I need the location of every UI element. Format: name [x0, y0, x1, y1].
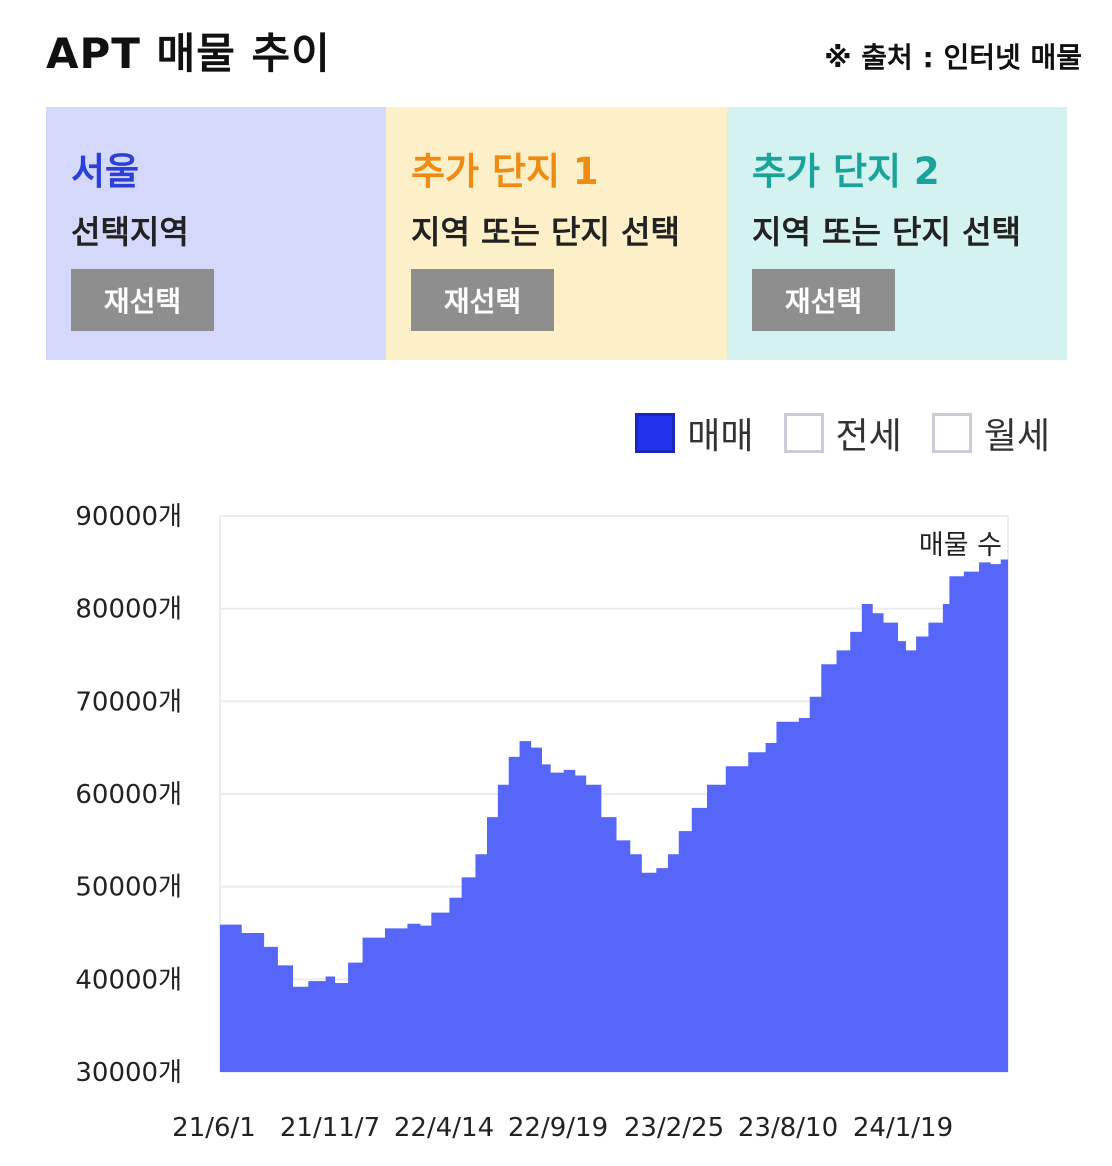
reselect-button[interactable]: 재선택 — [71, 269, 214, 331]
panel-name: 추가 단지 1 — [411, 150, 599, 193]
area-series — [220, 559, 1008, 1072]
y-tick-label: 80000개 — [75, 595, 182, 625]
selection-panels: 서울 선택지역 재선택 추가 단지 1 지역 또는 단지 선택 재선택 추가 단… — [46, 107, 1067, 360]
listing-trend-chart: 90000개 80000개 70000개 60000개 50000개 40000개 3000… — [75, 502, 1009, 1143]
legend-label: 월세 — [983, 416, 1050, 457]
y-tick-label: 70000개 — [75, 687, 182, 717]
panel-name: 서울 — [71, 150, 140, 193]
panel-seoul: 서울 선택지역 재선택 — [46, 107, 386, 360]
x-axis: 21/6/1 21/11/7 22/4/14 22/9/19 23/2/25 23/8/1… — [172, 1113, 953, 1143]
panel-subtitle: 선택지역 — [71, 213, 189, 251]
x-tick-label: 24/1/19 — [853, 1113, 953, 1143]
source-note: ※ 출처 : 인터넷 매물 — [824, 41, 1082, 74]
panel-name: 추가 단지 2 — [752, 150, 940, 193]
x-tick-label: 21/6/1 — [172, 1113, 256, 1143]
panel-subtitle: 지역 또는 단지 선택 — [411, 213, 680, 251]
x-tick-label: 22/9/19 — [508, 1113, 608, 1143]
y-axis: 90000개 80000개 70000개 60000개 50000개 40000개 3000… — [75, 502, 182, 1088]
x-tick-label: 22/4/14 — [394, 1113, 494, 1143]
y-tick-label: 50000개 — [75, 873, 182, 903]
y-tick-label: 30000개 — [75, 1058, 182, 1088]
y-tick-label: 60000개 — [75, 780, 182, 810]
panel-extra-2: 추가 단지 2 지역 또는 단지 선택 재선택 — [727, 107, 1067, 360]
checkbox-icon[interactable] — [931, 413, 972, 453]
x-tick-label: 23/2/25 — [624, 1113, 724, 1143]
legend-monthly[interactable]: 월세 — [931, 407, 1050, 459]
reselect-button[interactable]: 재선택 — [411, 269, 554, 331]
reselect-button[interactable]: 재선택 — [752, 269, 895, 331]
page-title: APT 매물 추이 — [46, 29, 331, 78]
y-tick-label: 40000개 — [75, 965, 182, 995]
checkbox-icon[interactable] — [783, 413, 824, 453]
panel-subtitle: 지역 또는 단지 선택 — [752, 213, 1021, 251]
y-tick-label: 90000개 — [75, 502, 182, 532]
panel-extra-1: 추가 단지 1 지역 또는 단지 선택 재선택 — [386, 107, 727, 360]
checkbox-icon[interactable] — [635, 413, 676, 453]
legend-label: 매매 — [687, 416, 754, 457]
legend-sale[interactable]: 매매 — [635, 407, 754, 459]
legend-label: 전세 — [835, 416, 902, 457]
legend-jeonse[interactable]: 전세 — [783, 407, 902, 459]
x-tick-label: 21/11/7 — [280, 1113, 380, 1143]
legend: 매매 전세 월세 — [635, 407, 1050, 459]
x-tick-label: 23/8/10 — [738, 1113, 838, 1143]
series-label: 매물 수 — [919, 530, 1002, 561]
